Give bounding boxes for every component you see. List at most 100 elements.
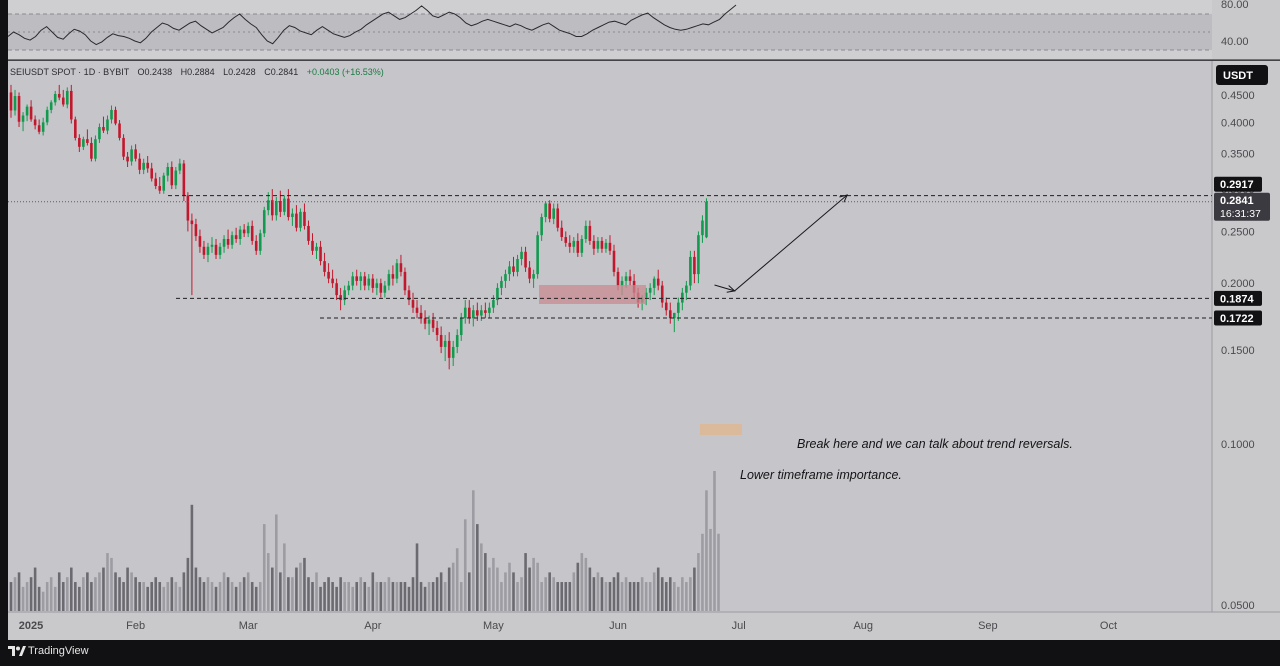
candle-body xyxy=(214,244,218,255)
volume-bar xyxy=(540,582,543,611)
volume-bar xyxy=(685,582,688,611)
volume-bar xyxy=(234,586,238,611)
chart-canvas[interactable]: 80.00 40.00 0.45000.40000.35000.30000.25… xyxy=(0,0,1280,640)
candle-body xyxy=(347,285,350,291)
candle-body xyxy=(25,106,29,116)
candle xyxy=(230,231,234,249)
candle xyxy=(451,340,455,367)
candle-body xyxy=(202,246,206,255)
candle-body xyxy=(287,198,290,218)
candle-body xyxy=(307,225,310,241)
candle xyxy=(94,135,97,162)
volume-bar xyxy=(134,577,137,611)
candle xyxy=(254,235,258,255)
candle-body xyxy=(403,271,407,291)
price-tick-label: 0.0500 xyxy=(1221,600,1255,612)
tradingview-brand[interactable]: TradingView xyxy=(28,645,89,657)
candle-body xyxy=(492,300,495,308)
candle-body xyxy=(258,233,262,251)
candle-body xyxy=(476,310,479,316)
volume-bar xyxy=(656,567,660,611)
candle-body xyxy=(544,203,547,218)
volume-bar xyxy=(262,524,266,611)
candle xyxy=(134,144,137,162)
volume-bar xyxy=(210,582,214,611)
time-axis[interactable] xyxy=(8,612,1280,640)
candle-body xyxy=(407,290,411,301)
volume-bar xyxy=(532,557,535,611)
candle-body xyxy=(451,346,455,358)
volume-bar xyxy=(677,586,680,611)
candle-body xyxy=(664,302,668,311)
volume-bar xyxy=(303,557,306,611)
candle-body xyxy=(576,240,580,253)
candle-body xyxy=(295,213,298,228)
candle xyxy=(427,315,431,336)
candle-body xyxy=(616,271,620,286)
volume-bar xyxy=(556,582,560,611)
rsi-label-80: 80.00 xyxy=(1221,0,1249,11)
candle-body xyxy=(339,295,342,301)
price-axis[interactable] xyxy=(1212,61,1280,612)
price-tick-label: 0.3500 xyxy=(1221,148,1255,160)
candle xyxy=(435,320,439,341)
volume-bar xyxy=(154,577,158,611)
currency-button[interactable] xyxy=(1216,65,1268,85)
time-tick-label: Jun xyxy=(609,620,627,632)
candle-body xyxy=(584,225,588,239)
candle-body xyxy=(371,278,375,288)
volume-bar xyxy=(53,586,57,611)
volume-bar xyxy=(295,567,298,611)
volume-bar xyxy=(500,582,503,611)
time-tick-label: Aug xyxy=(853,620,873,632)
volume-bar xyxy=(375,582,379,611)
volume-bar xyxy=(291,577,294,611)
candle xyxy=(307,220,310,245)
candle xyxy=(222,235,226,253)
price-panel[interactable] xyxy=(8,61,1212,612)
tradingview-logo-icon[interactable] xyxy=(8,646,26,658)
volume-bar xyxy=(275,514,278,611)
volume-bar xyxy=(492,557,495,611)
volume-bar xyxy=(110,557,113,611)
candle xyxy=(78,134,81,153)
volume-bar xyxy=(98,572,101,611)
candle-body xyxy=(57,93,61,98)
volume-bar xyxy=(439,572,443,611)
legend-symbol-text: SEIUSDT SPOT · 1D · BYBIT xyxy=(10,67,130,77)
candle xyxy=(472,305,475,327)
volume-bar xyxy=(367,586,371,611)
candle-body xyxy=(271,200,274,216)
candle-body xyxy=(660,285,664,303)
candle-body xyxy=(315,246,318,251)
volume-bar xyxy=(652,572,656,611)
candle xyxy=(548,200,551,223)
candle-body xyxy=(419,312,423,319)
time-tick-label: Apr xyxy=(364,620,381,632)
candle-body xyxy=(580,238,584,253)
tag-resistance-bg xyxy=(1214,176,1262,192)
volume-bar xyxy=(524,553,527,611)
volume-bar xyxy=(45,582,49,611)
price-tick-label: 0.1500 xyxy=(1221,345,1255,357)
candle xyxy=(206,242,210,263)
candle-body xyxy=(467,307,471,319)
candle-body xyxy=(142,162,145,170)
candle xyxy=(57,84,61,101)
candle xyxy=(74,116,77,141)
candle-body xyxy=(82,139,85,147)
candle xyxy=(41,117,45,136)
candle xyxy=(246,222,250,238)
volume-bar xyxy=(21,586,25,611)
candle xyxy=(146,156,149,173)
volume-bar xyxy=(476,524,479,611)
candle xyxy=(118,120,121,141)
volume-bar xyxy=(126,567,129,611)
candle-body xyxy=(162,175,166,191)
candle-body xyxy=(327,271,330,279)
candle xyxy=(238,225,242,245)
candle xyxy=(279,190,282,218)
candle-body xyxy=(37,125,41,132)
candle xyxy=(387,269,391,291)
candle-body xyxy=(693,256,696,275)
